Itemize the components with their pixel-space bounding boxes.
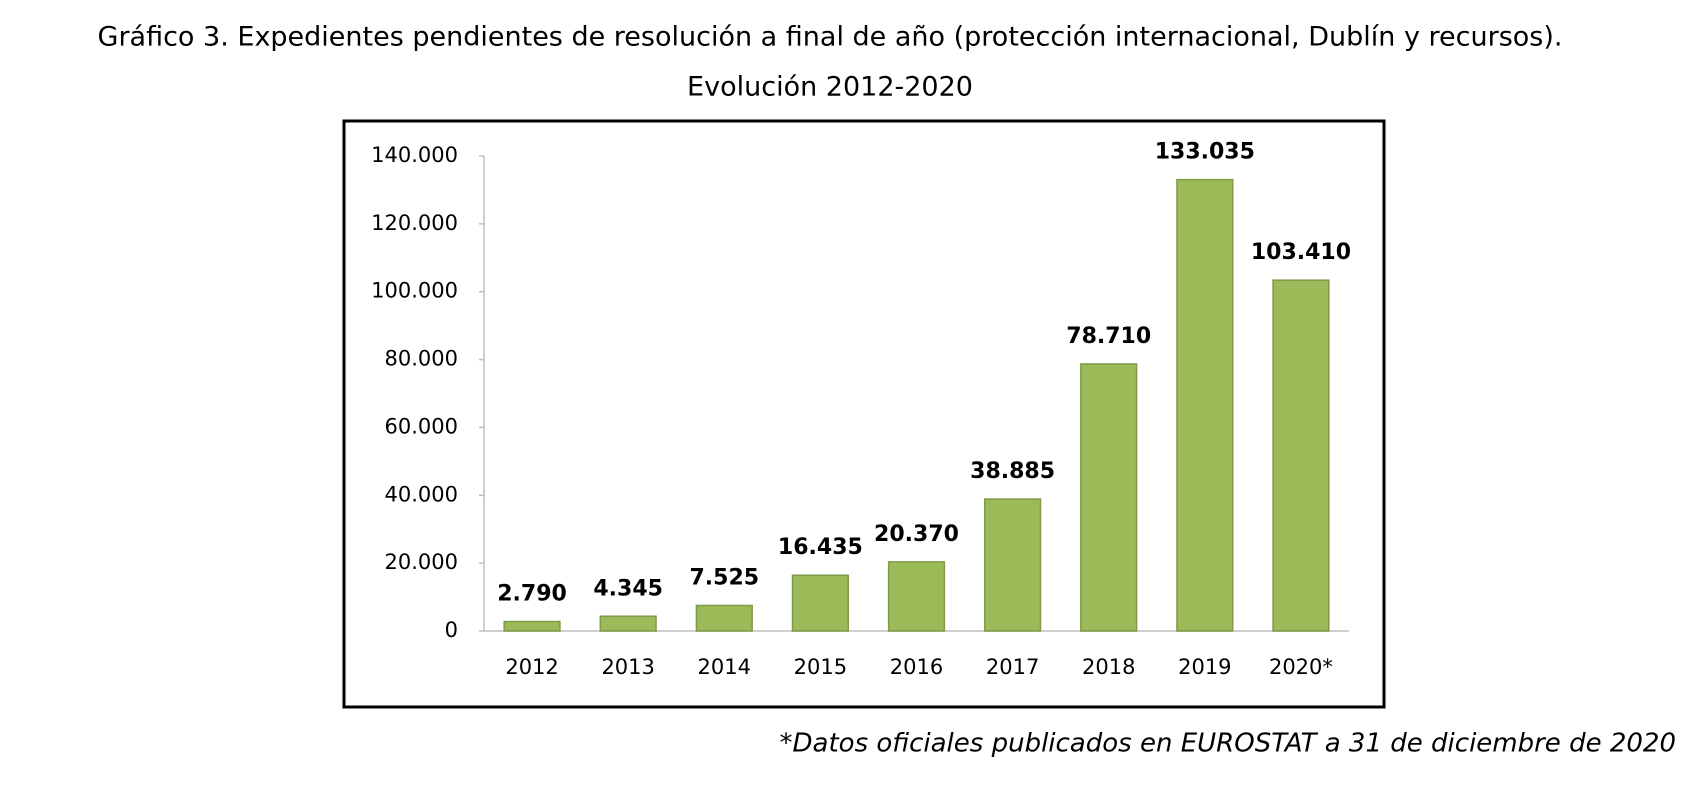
y-tick-label: 60.000 <box>385 414 458 438</box>
value-label: 103.410 <box>1251 240 1351 265</box>
bar <box>887 561 946 632</box>
y-tick-label: 80.000 <box>385 347 458 371</box>
chart-title: Gráfico 3. Expedientes pendientes de res… <box>98 22 1563 53</box>
value-label: 38.885 <box>970 459 1055 484</box>
bar <box>503 620 561 632</box>
y-tick-label: 120.000 <box>371 211 458 235</box>
y-tick-label: 100.000 <box>371 279 458 303</box>
value-label: 133.035 <box>1155 140 1255 165</box>
value-label: 2.790 <box>497 582 567 607</box>
value-label: 16.435 <box>778 535 863 560</box>
value-label: 7.525 <box>689 565 759 590</box>
chart-subtitle: Evolución 2012-2020 <box>687 72 973 103</box>
x-tick-label: 2013 <box>601 655 654 679</box>
value-label: 4.345 <box>593 576 663 601</box>
bar <box>1176 178 1234 632</box>
x-tick-label: 2019 <box>1178 655 1231 679</box>
x-tick-label: 2014 <box>698 655 751 679</box>
x-tick-label: 2017 <box>986 655 1039 679</box>
x-tick-label: 2018 <box>1082 655 1135 679</box>
bar <box>791 574 850 632</box>
x-tick-label: 2012 <box>505 655 558 679</box>
bar <box>1080 363 1138 632</box>
x-tick-label: 2020* <box>1269 655 1333 679</box>
bar <box>1272 279 1330 632</box>
x-tick-label: 2016 <box>890 655 943 679</box>
chart-frame <box>342 119 1386 709</box>
footnote: *Datos oficiales publicados en EUROSTAT … <box>780 729 1676 759</box>
value-label: 78.710 <box>1066 324 1151 349</box>
x-tick-label: 2015 <box>794 655 847 679</box>
bar <box>695 604 753 632</box>
y-tick-label: 0 <box>445 618 458 642</box>
bar <box>983 498 1042 632</box>
y-tick-label: 40.000 <box>385 482 458 506</box>
bar <box>599 615 657 632</box>
y-tick-label: 20.000 <box>385 550 458 574</box>
y-tick-label: 140.000 <box>371 143 458 167</box>
value-label: 20.370 <box>874 522 959 547</box>
